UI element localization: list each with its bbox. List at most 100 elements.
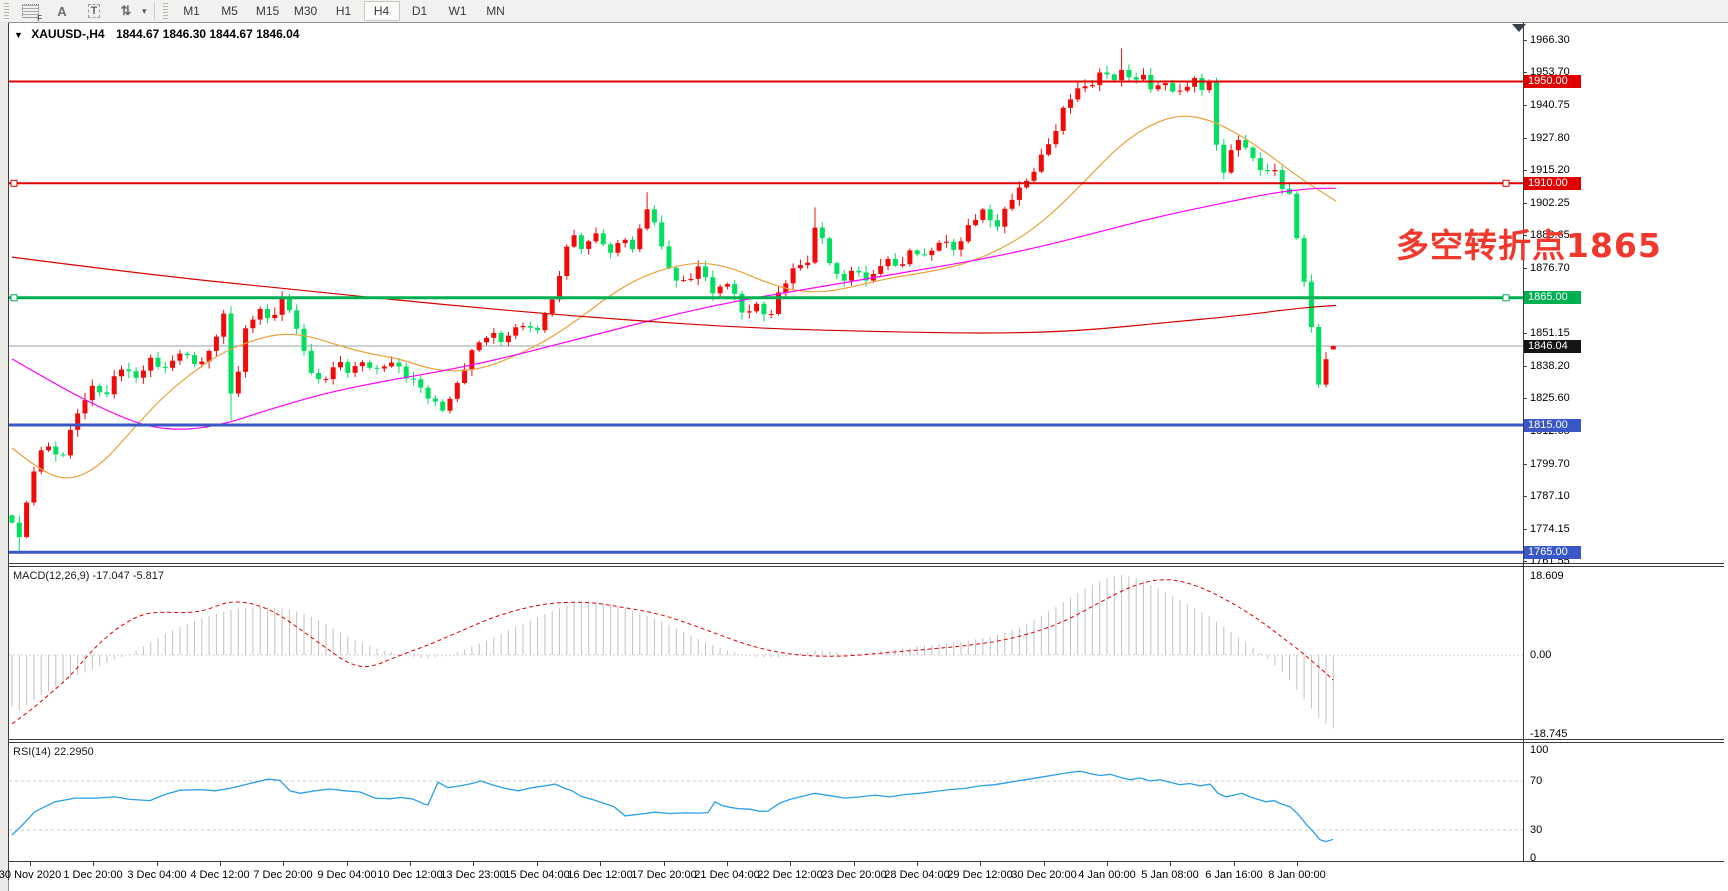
time-tick-label[interactable]: 6 Jan 16:00: [1205, 869, 1263, 881]
timeframe-button-w1[interactable]: W1: [448, 4, 467, 18]
time-tick-mark: [537, 862, 538, 866]
rsi-axis-label[interactable]: 100: [1530, 744, 1549, 756]
time-tick-mark: [790, 862, 791, 866]
time-tick-label[interactable]: 5 Jan 08:00: [1141, 869, 1199, 881]
time-tick-label[interactable]: 22 Dec 12:00: [757, 869, 823, 881]
panel-splitter-rsi[interactable]: [8, 739, 1724, 740]
price-level-badge: 1815.00: [1524, 419, 1581, 432]
time-tick-mark: [917, 862, 918, 866]
timeframe-button-m30[interactable]: M30: [293, 4, 318, 18]
time-tick-label[interactable]: 28 Dec 04:00: [884, 869, 950, 881]
price-tick-label[interactable]: 1940.75: [1530, 99, 1570, 111]
price-tick-mark: [1523, 333, 1527, 334]
time-tick-label[interactable]: 30 Dec 20:00: [1011, 869, 1077, 881]
ma-magenta-line: [11, 187, 1336, 430]
price-tick-label[interactable]: 1851.15: [1530, 327, 1570, 339]
time-tick-label[interactable]: 29 Dec 12:00: [947, 869, 1013, 881]
price-tick-label[interactable]: 1787.10: [1530, 490, 1570, 502]
time-tick-mark: [664, 862, 665, 866]
rsi-axis-label[interactable]: 30: [1530, 824, 1543, 836]
panel-splitter-macd[interactable]: [8, 563, 1724, 564]
timeframe-button-m15[interactable]: M15: [255, 4, 280, 18]
time-tick-label[interactable]: 30 Nov 2020: [0, 869, 62, 881]
time-tick-mark: [1234, 862, 1235, 866]
time-tick-label[interactable]: 9 Dec 04:00: [317, 869, 377, 881]
time-tick-label[interactable]: 23 Dec 20:00: [821, 869, 887, 881]
text-annotation[interactable]: 多空转折点1865: [1396, 226, 1662, 265]
time-tick-label[interactable]: 4 Dec 12:00: [190, 869, 250, 881]
price-tick-mark: [1523, 203, 1527, 204]
time-tick-label[interactable]: 13 Dec 23:00: [440, 869, 506, 881]
timeframe-button-h1[interactable]: H1: [335, 4, 352, 18]
time-tick-label[interactable]: 15 Dec 04:00: [504, 869, 570, 881]
price-tick-mark: [1523, 366, 1527, 367]
symbol-dropdown-icon[interactable]: ▼: [14, 30, 23, 40]
time-tick-label[interactable]: 10 Dec 12:00: [377, 869, 443, 881]
time-tick-mark: [30, 862, 31, 866]
time-tick-label[interactable]: 8 Jan 00:00: [1268, 869, 1326, 881]
label-tool-icon[interactable]: T: [83, 2, 105, 20]
timeframe-button-d1[interactable]: D1: [411, 4, 428, 18]
rsi-axis-label[interactable]: 0: [1530, 852, 1537, 864]
price-axis-border: [1523, 22, 1524, 862]
time-tick-mark: [93, 862, 94, 866]
price-tick-label[interactable]: 1889.65: [1530, 229, 1570, 241]
time-tick-mark: [1170, 862, 1171, 866]
price-tick-mark: [1523, 138, 1527, 139]
price-tick-label[interactable]: 1825.60: [1530, 392, 1570, 404]
text-tool-icon[interactable]: A: [57, 3, 67, 19]
time-tick-mark: [1044, 862, 1045, 866]
price-tick-mark: [1523, 105, 1527, 106]
timeframe-drag-handle[interactable]: [161, 3, 169, 19]
price-tick-label[interactable]: 1927.80: [1530, 132, 1570, 144]
grid-glyph: F: [21, 4, 42, 23]
price-level-badge: 1910.00: [1524, 177, 1581, 190]
price-tick-label[interactable]: 1774.15: [1530, 523, 1570, 535]
time-tick-label[interactable]: 21 Dec 04:00: [694, 869, 760, 881]
price-tick-label[interactable]: 1915.20: [1530, 164, 1570, 176]
time-tick-label[interactable]: 17 Dec 20:00: [631, 869, 697, 881]
time-tick-mark: [1297, 862, 1298, 866]
time-tick-label[interactable]: 1 Dec 20:00: [63, 869, 123, 881]
price-tick-mark: [1523, 464, 1527, 465]
hline-handle: [1502, 179, 1510, 187]
panel-splitter-macd-2: [8, 566, 1724, 567]
chart-grid-icon[interactable]: F: [19, 2, 42, 23]
price-tick-label[interactable]: 1966.30: [1530, 34, 1570, 46]
price-tick-label[interactable]: 1902.25: [1530, 197, 1570, 209]
macd-axis-label[interactable]: -18.745: [1530, 728, 1568, 740]
time-tick-mark: [980, 862, 981, 866]
price-tick-label[interactable]: 1876.70: [1530, 262, 1570, 274]
time-tick-mark: [283, 862, 284, 866]
macd-axis-label[interactable]: 0.00: [1530, 649, 1552, 661]
time-tick-mark: [410, 862, 411, 866]
time-tick-mark: [1107, 862, 1108, 866]
price-tick-mark: [1523, 170, 1527, 171]
chart-border-top: [8, 22, 1728, 23]
arrows-dropdown-caret[interactable]: ▾: [142, 5, 147, 16]
arrows-tool-icon[interactable]: ⇅: [120, 3, 132, 18]
chart-title[interactable]: ▼ XAUUSD-,H4 1844.67 1846.30 1844.67 184…: [14, 27, 299, 41]
price-tick-label[interactable]: 1838.20: [1530, 360, 1570, 372]
price-level-badge: 1765.00: [1524, 546, 1581, 559]
time-tick-label[interactable]: 7 Dec 20:00: [253, 869, 313, 881]
price-tick-mark: [1523, 398, 1527, 399]
hline-handle: [10, 294, 18, 302]
ma-orange-line: [11, 115, 1337, 479]
ma-red-line: [11, 256, 1337, 334]
time-tick-label[interactable]: 4 Jan 00:00: [1078, 869, 1136, 881]
macd-axis-label[interactable]: 18.609: [1530, 570, 1564, 582]
timeframe-button-h4[interactable]: H4: [363, 1, 400, 21]
timeframe-button-m1[interactable]: M1: [183, 4, 200, 18]
timeframe-button-m5[interactable]: M5: [221, 4, 238, 18]
time-tick-mark: [347, 862, 348, 866]
price-tick-label[interactable]: 1799.70: [1530, 458, 1570, 470]
rsi-axis-label[interactable]: 70: [1530, 775, 1543, 787]
timeframe-button-mn[interactable]: MN: [486, 4, 505, 18]
candlestick-series: [9, 48, 1336, 554]
time-tick-label[interactable]: 16 Dec 12:00: [567, 869, 633, 881]
time-tick-label[interactable]: 3 Dec 04:00: [127, 869, 187, 881]
toolbar-drag-handle[interactable]: [3, 3, 10, 19]
